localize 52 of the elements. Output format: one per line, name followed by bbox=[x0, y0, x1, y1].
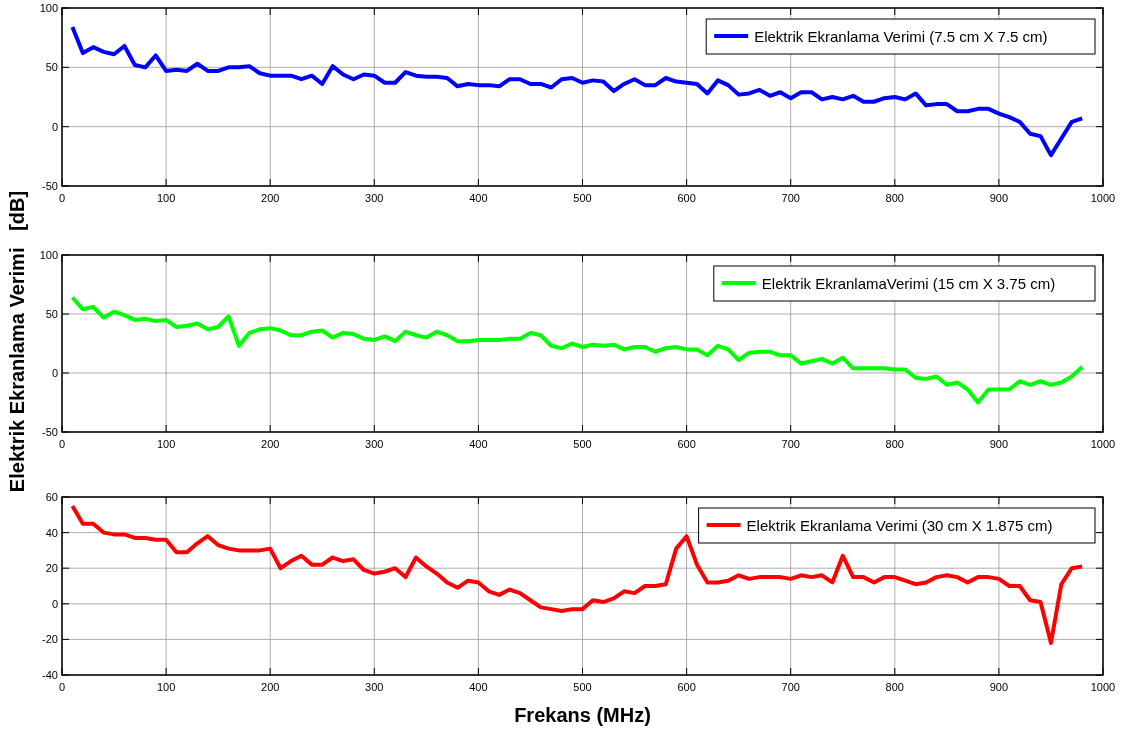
y-tick-label: 100 bbox=[39, 249, 58, 261]
y-tick-label: 60 bbox=[45, 491, 58, 503]
y-axis-title: Elektrik Ekranlama Verimi [dB] bbox=[6, 190, 28, 493]
x-tick-label: 1000 bbox=[1090, 192, 1116, 204]
legend-label: Elektrik Ekranlama Verimi (30 cm X 1.875 cm) bbox=[746, 517, 1053, 534]
y-tick-label: -20 bbox=[42, 633, 58, 646]
x-tick-label: 500 bbox=[573, 438, 592, 450]
y-tick-label: 0 bbox=[51, 367, 58, 379]
x-tick-label: 1000 bbox=[1090, 438, 1116, 450]
x-tick-label: 800 bbox=[885, 438, 904, 450]
y-tick-label: -50 bbox=[42, 426, 58, 438]
x-tick-label: 200 bbox=[261, 438, 280, 450]
x-tick-label: 600 bbox=[677, 681, 696, 693]
x-tick-label: 900 bbox=[989, 438, 1009, 450]
y-tick-label: -40 bbox=[42, 669, 58, 681]
x-tick-label: 500 bbox=[573, 681, 592, 693]
x-tick-label: 200 bbox=[261, 192, 280, 204]
x-tick-label: 500 bbox=[573, 192, 592, 204]
line-series bbox=[70, 503, 1085, 645]
y-tick-label: 50 bbox=[45, 308, 58, 320]
x-tick-label: 800 bbox=[885, 681, 904, 693]
y-tick-label: 0 bbox=[51, 120, 58, 133]
x-tick-label: 700 bbox=[781, 438, 800, 450]
y-tick-label: -50 bbox=[42, 180, 58, 192]
x-tick-label: 1000 bbox=[1090, 681, 1116, 693]
legend-label: Elektrik EkranlamaVerimi (15 cm X 3.75 cm) bbox=[761, 275, 1056, 292]
x-tick-label: 100 bbox=[156, 438, 176, 450]
x-tick-label: 100 bbox=[156, 192, 176, 204]
x-tick-label: 600 bbox=[677, 192, 696, 204]
x-tick-label: 900 bbox=[989, 681, 1009, 693]
legend-label: Elektrik Ekranlama Verimi (7.5 cm X 7.5 cm) bbox=[754, 28, 1048, 45]
x-tick-label: 300 bbox=[365, 681, 384, 693]
x-tick-label: 100 bbox=[156, 681, 176, 693]
x-tick-label: 700 bbox=[781, 681, 800, 693]
y-tick-label: 100 bbox=[39, 2, 58, 14]
x-tick-label: 400 bbox=[469, 681, 488, 693]
x-tick-label: 600 bbox=[677, 438, 696, 450]
y-tick-label: 50 bbox=[45, 61, 58, 74]
x-tick-label: 800 bbox=[885, 192, 904, 204]
y-tick-label: 20 bbox=[45, 562, 58, 575]
x-tick-label: 200 bbox=[261, 681, 280, 693]
line-series bbox=[70, 24, 1085, 158]
x-tick-label: 400 bbox=[469, 438, 488, 450]
x-axis-title: Frekans (MHz) bbox=[514, 704, 651, 726]
x-tick-label: 400 bbox=[469, 192, 488, 204]
x-tick-label: 300 bbox=[365, 192, 384, 204]
x-tick-label: 900 bbox=[989, 192, 1009, 204]
x-tick-label: 700 bbox=[781, 192, 800, 204]
y-tick-label: 0 bbox=[51, 597, 58, 610]
y-tick-label: 40 bbox=[45, 526, 58, 539]
x-tick-label: 300 bbox=[365, 438, 384, 450]
line-series bbox=[70, 295, 1085, 405]
